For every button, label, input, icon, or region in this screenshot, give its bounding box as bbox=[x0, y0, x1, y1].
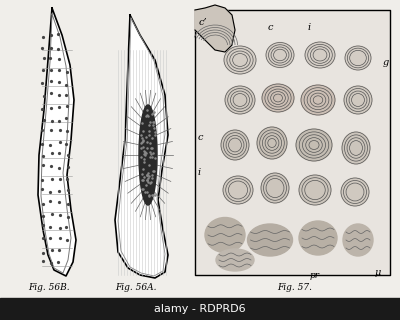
Ellipse shape bbox=[343, 224, 373, 256]
Ellipse shape bbox=[305, 42, 335, 68]
Ellipse shape bbox=[301, 85, 335, 115]
Ellipse shape bbox=[205, 218, 245, 252]
Text: pr: pr bbox=[310, 271, 320, 280]
Polygon shape bbox=[115, 15, 168, 278]
Text: i: i bbox=[198, 168, 201, 177]
Polygon shape bbox=[195, 5, 235, 52]
Ellipse shape bbox=[342, 132, 370, 164]
Text: Fig. 56A.: Fig. 56A. bbox=[115, 283, 156, 292]
Ellipse shape bbox=[224, 46, 256, 74]
Bar bbox=[0, 298, 400, 320]
Text: c: c bbox=[198, 133, 204, 142]
Text: alamy - RDPRD6: alamy - RDPRD6 bbox=[154, 304, 246, 314]
Ellipse shape bbox=[261, 173, 289, 203]
Text: Fig. 56B.: Fig. 56B. bbox=[28, 283, 70, 292]
Text: Fig. 57.: Fig. 57. bbox=[277, 283, 312, 292]
Ellipse shape bbox=[221, 130, 249, 160]
Text: μ: μ bbox=[375, 268, 381, 277]
Ellipse shape bbox=[262, 84, 294, 112]
Ellipse shape bbox=[248, 224, 292, 256]
Ellipse shape bbox=[139, 105, 157, 205]
Ellipse shape bbox=[344, 86, 372, 114]
Ellipse shape bbox=[345, 46, 371, 70]
Ellipse shape bbox=[257, 127, 287, 159]
Ellipse shape bbox=[225, 86, 255, 114]
Text: g: g bbox=[383, 58, 389, 67]
Ellipse shape bbox=[299, 175, 331, 205]
Text: c’: c’ bbox=[199, 18, 208, 27]
Ellipse shape bbox=[223, 176, 253, 204]
Bar bbox=[195, 10, 390, 275]
Polygon shape bbox=[38, 8, 76, 276]
Ellipse shape bbox=[299, 221, 337, 255]
Ellipse shape bbox=[341, 178, 369, 206]
Text: c: c bbox=[268, 23, 274, 32]
Text: i: i bbox=[308, 23, 311, 32]
Ellipse shape bbox=[296, 129, 332, 161]
Ellipse shape bbox=[266, 43, 294, 68]
Ellipse shape bbox=[216, 249, 254, 271]
